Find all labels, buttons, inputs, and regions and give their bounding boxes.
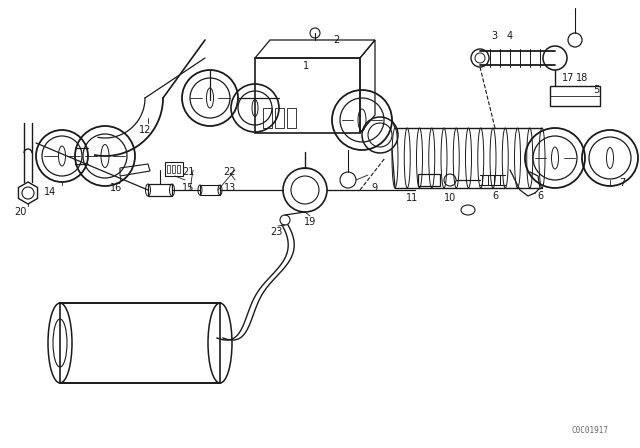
Bar: [263, 108, 272, 128]
Text: 12: 12: [139, 125, 151, 135]
Bar: [418, 174, 440, 186]
Text: 22: 22: [224, 167, 236, 177]
Bar: [165, 162, 183, 176]
Text: 3: 3: [491, 31, 497, 41]
Bar: [255, 58, 360, 133]
Bar: [200, 185, 220, 195]
Text: 20: 20: [14, 207, 26, 217]
Text: 23: 23: [270, 227, 282, 237]
Text: 15: 15: [182, 183, 194, 193]
Bar: [167, 165, 170, 173]
Text: 4: 4: [507, 31, 513, 41]
Bar: [275, 108, 284, 128]
Text: 2: 2: [333, 35, 339, 45]
Bar: [172, 165, 175, 173]
Bar: [287, 108, 296, 128]
Text: 17: 17: [562, 73, 574, 83]
Bar: [60, 303, 220, 383]
Text: 6: 6: [492, 191, 498, 201]
Text: 7: 7: [619, 178, 625, 188]
Text: 14: 14: [44, 187, 56, 197]
Text: 13: 13: [224, 183, 236, 193]
Text: 9: 9: [371, 183, 377, 193]
Text: 5: 5: [593, 85, 599, 95]
Bar: [148, 184, 172, 196]
Text: 19: 19: [304, 217, 316, 227]
Text: 6: 6: [537, 191, 543, 201]
Text: 11: 11: [406, 193, 418, 203]
Text: C0C01917: C0C01917: [572, 426, 609, 435]
Text: 18: 18: [576, 73, 588, 83]
Bar: [550, 86, 600, 106]
Bar: [177, 165, 180, 173]
Text: 10: 10: [444, 193, 456, 203]
Text: 21: 21: [182, 167, 194, 177]
Text: 1: 1: [303, 61, 309, 71]
Text: 16: 16: [110, 183, 122, 193]
